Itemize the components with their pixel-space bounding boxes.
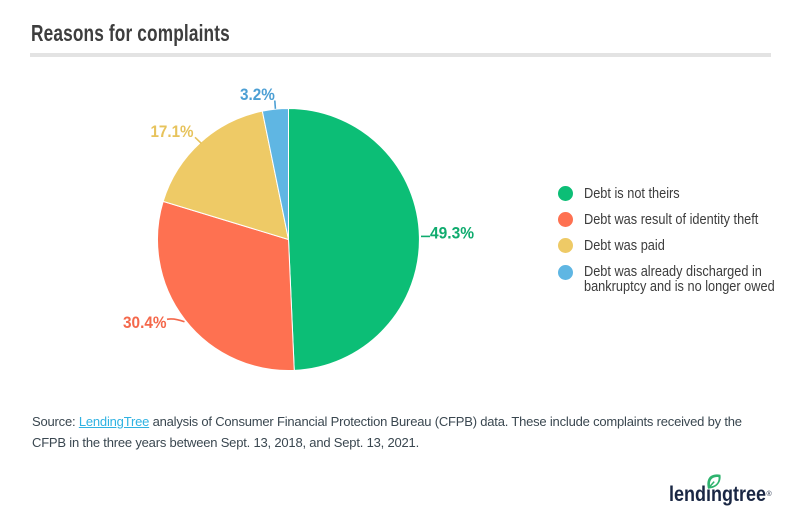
svg-text:3.2%: 3.2% [240,85,275,104]
svg-text:17.1%: 17.1% [151,122,194,141]
svg-text:49.3%: 49.3% [430,223,474,242]
svg-text:30.4%: 30.4% [123,313,167,332]
svg-text:lendıngtree: lendıngtree [669,482,766,506]
svg-text:®: ® [767,490,773,498]
